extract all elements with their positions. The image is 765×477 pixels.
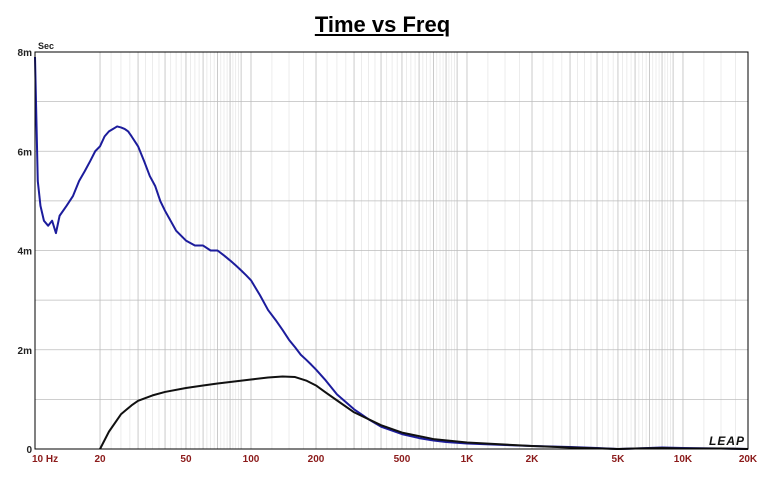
leap-logo: LEAP <box>709 434 745 448</box>
x-tick-label: 500 <box>394 454 411 465</box>
x-tick-label: 10K <box>674 454 693 465</box>
x-tick-label: 1K <box>461 454 475 465</box>
x-tick-label: 10 Hz <box>32 454 58 465</box>
x-tick-labels: 10 Hz 20 50 100 200 500 1K 2K 5K 10K 20K <box>32 454 758 465</box>
x-tick-label: 50 <box>180 454 192 465</box>
x-tick-label: 200 <box>308 454 325 465</box>
y-tick-label: 6m <box>18 147 33 158</box>
series-line-2 <box>99 375 749 450</box>
chart-title: Time vs Freq <box>314 12 451 37</box>
plot-frame <box>34 51 749 450</box>
y-tick-labels: 0 2m 4m 6m 8m <box>18 48 33 456</box>
x-tick-label: 20 <box>94 454 106 465</box>
y-tick-label: 2m <box>18 346 33 357</box>
y-tick-label: 4m <box>18 247 33 258</box>
y-axis-unit-label: Sec <box>38 41 54 51</box>
y-tick-label: 8m <box>18 48 33 59</box>
y-tick-label: 0 <box>26 445 32 456</box>
x-tick-label: 2K <box>526 454 540 465</box>
x-tick-label: 5K <box>612 454 626 465</box>
x-tick-label: 100 <box>243 454 260 465</box>
x-tick-label: 20K <box>739 454 758 465</box>
series-layer <box>34 56 749 450</box>
grid <box>35 52 748 449</box>
series-line-1 <box>34 56 749 450</box>
